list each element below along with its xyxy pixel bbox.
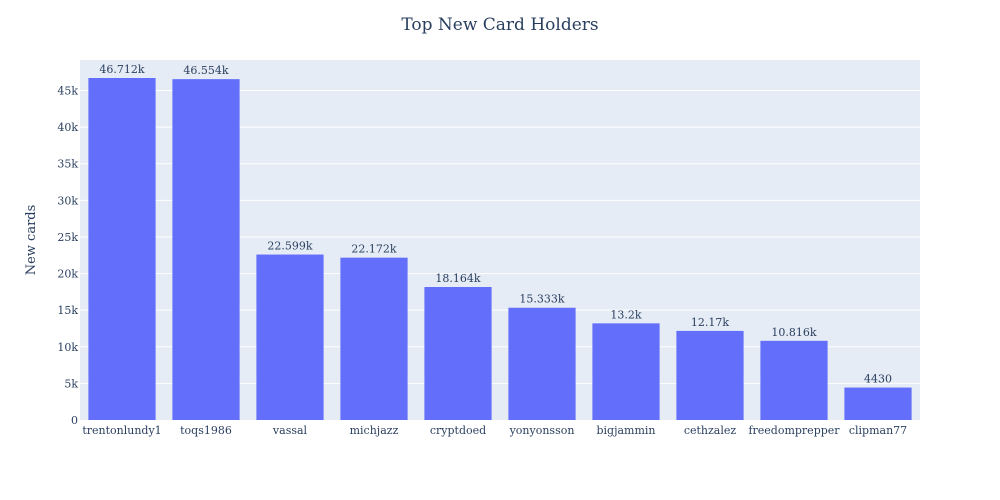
chart-title: Top New Card Holders (401, 15, 598, 35)
y-axis-label: New cards (24, 205, 39, 276)
y-tick-label: 5k (64, 377, 78, 390)
bar-data-label: 4430 (864, 373, 892, 386)
bar (256, 254, 324, 420)
bar (340, 257, 408, 420)
x-tick-label: cryptdoed (430, 424, 486, 437)
x-tick-label: vassal (272, 424, 308, 437)
y-tick-label: 45k (57, 85, 78, 98)
x-tick-label: yonyonsson (509, 424, 575, 437)
bar (844, 387, 912, 420)
bar (592, 323, 660, 420)
bar (760, 340, 828, 420)
bar (424, 287, 492, 420)
y-tick-label: 40k (57, 121, 78, 134)
bar-data-label: 12.17k (691, 316, 729, 329)
x-axis-ticks: trentonlundy1 toqs1986 vassal michjazz crypt… (82, 424, 907, 437)
bar-data-label: 13.2k (610, 308, 641, 321)
x-tick-label: cethzalez (684, 424, 737, 437)
y-tick-label: 30k (57, 194, 78, 207)
bar-data-label: 18.164k (435, 272, 480, 285)
bar (676, 330, 744, 420)
bar-data-label: 10.816k (771, 326, 816, 339)
bars (88, 77, 912, 421)
bar (88, 77, 156, 420)
bar (508, 307, 576, 420)
x-tick-label: michjazz (350, 424, 399, 437)
y-tick-label: 15k (57, 304, 78, 317)
y-tick-label: 25k (57, 231, 78, 244)
bar-data-label: 15.333k (519, 293, 564, 306)
data-labels: 46.712k 46.554k 22.599k 22.172k 18.164k 15.33… (99, 63, 892, 386)
y-axis-ticks: 0 5k 10k 15k 20k 25k 30k 35k 40k 45k (57, 85, 78, 427)
x-tick-label: freedomprepper (748, 424, 840, 437)
x-tick-label: trentonlundy1 (82, 424, 161, 437)
bar (172, 79, 240, 421)
y-tick-label: 20k (57, 268, 78, 281)
x-tick-label: bigjammin (596, 424, 655, 437)
bar-data-label: 46.712k (99, 63, 144, 76)
bar-data-label: 22.172k (351, 243, 396, 256)
bar-data-label: 46.554k (183, 64, 228, 77)
x-tick-label: clipman77 (849, 424, 907, 437)
x-tick-label: toqs1986 (180, 424, 232, 437)
bar-data-label: 22.599k (267, 240, 312, 253)
y-tick-label: 0 (71, 414, 78, 427)
y-tick-label: 10k (57, 341, 78, 354)
y-tick-label: 35k (57, 158, 78, 171)
